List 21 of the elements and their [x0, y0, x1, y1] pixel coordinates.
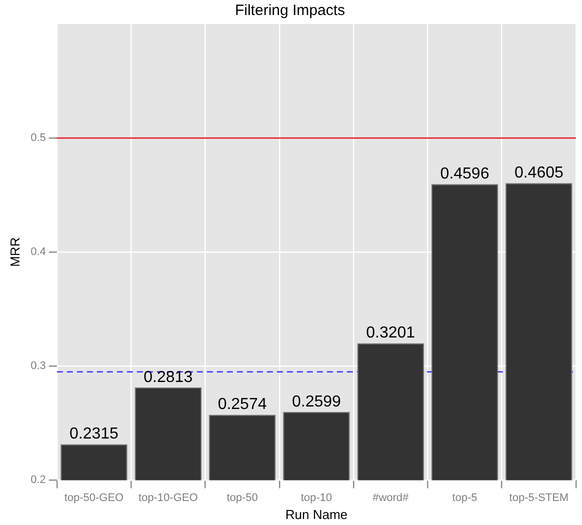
x-tick-label: top-5-STEM — [509, 492, 569, 504]
y-tick-label: 0.3 — [30, 360, 46, 372]
chart-title: Filtering Impacts — [234, 2, 346, 20]
x-axis-title: Run Name — [285, 506, 348, 522]
data-label: 0.3201 — [366, 324, 416, 342]
x-tick-label: top-50-GEO — [64, 492, 124, 504]
data-label: 0.4596 — [440, 166, 490, 183]
x-tick-label: top-5 — [452, 492, 478, 504]
y-tick-label: 0.5 — [30, 132, 46, 144]
data-label: 0.2813 — [144, 368, 193, 386]
y-tick-label: 0.2 — [30, 474, 46, 486]
y-axis-title: MRR — [7, 237, 22, 267]
x-tick-label: top-10 — [300, 492, 332, 504]
data-label: 0.2599 — [292, 393, 342, 410]
y-tick-label: 0.4 — [30, 246, 46, 258]
x-tick-label: top-10-GEO — [138, 492, 198, 504]
x-tick-label: #word# — [372, 492, 410, 504]
x-tick-label: top-50 — [226, 492, 258, 504]
data-label: 0.2574 — [218, 396, 267, 414]
data-label: 0.4605 — [514, 164, 564, 182]
data-label: 0.2315 — [70, 426, 119, 443]
